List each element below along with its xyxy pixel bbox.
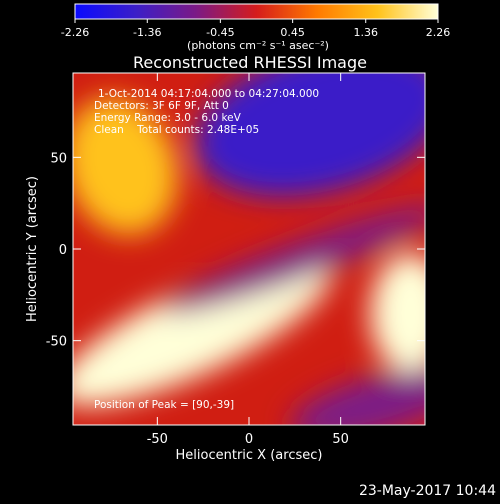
heatmap-image: [40, 19, 471, 455]
colorbar-tick-label: 1.36: [353, 26, 378, 39]
colorbar-unit-label: (photons cm⁻² s⁻¹ asec⁻²): [187, 39, 329, 52]
heatmap-feature-right-bright-edge: [370, 253, 450, 373]
x-axis-label: Heliocentric X (arcsec): [176, 448, 323, 463]
colorbar-tick-label: -1.36: [133, 26, 161, 39]
colorbar-tick-label: -2.26: [61, 26, 89, 39]
x-tick-label: -50: [147, 432, 168, 447]
annotation-clean-counts: Clean Total counts: 2.48E+05: [94, 124, 259, 136]
annotation-detectors: Detectors: 3F 6F 9F, Att 0: [94, 100, 229, 112]
colorbar-tick-label: 2.26: [426, 26, 451, 39]
y-tick-label: 0: [59, 243, 67, 258]
y-tick-label: 50: [50, 151, 67, 166]
annotation-energy-range: Energy Range: 3.0 - 6.0 keV: [94, 112, 242, 124]
colorbar-strip: [75, 4, 438, 19]
colorbar-ticks: -2.26 -1.36 -0.45 0.45 1.36 2.26: [61, 19, 450, 39]
annotation-time-range: 1-Oct-2014 04:17:04.000 to 04:27:04.000: [98, 88, 319, 100]
footer-timestamp: 23-May-2017 10:44: [359, 483, 496, 499]
x-tick-label: 0: [245, 432, 253, 447]
x-tick-label: 50: [332, 432, 349, 447]
peak-position-label: Position of Peak = [90,-39]: [94, 399, 234, 411]
y-axis-label: Heliocentric Y (arcsec): [25, 176, 40, 322]
chart-title: Reconstructed RHESSI Image: [133, 53, 367, 72]
colorbar-tick-label: -0.45: [206, 26, 234, 39]
y-tick-label: -50: [46, 335, 67, 350]
colorbar: -2.26 -1.36 -0.45 0.45 1.36 2.26 (photons cm⁻…: [61, 4, 450, 52]
colorbar-tick-label: 0.45: [280, 26, 305, 39]
